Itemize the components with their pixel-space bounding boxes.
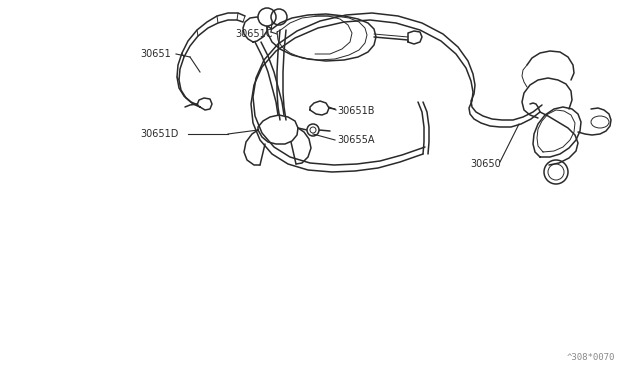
Text: 30651D: 30651D: [140, 129, 179, 139]
Text: ^308*0070: ^308*0070: [566, 353, 615, 362]
Text: 30655A: 30655A: [337, 135, 374, 145]
Polygon shape: [533, 107, 581, 157]
Polygon shape: [267, 14, 376, 61]
Text: 30651: 30651: [140, 49, 171, 59]
Circle shape: [307, 124, 319, 136]
Polygon shape: [197, 98, 212, 110]
Polygon shape: [258, 115, 298, 144]
Circle shape: [258, 8, 276, 26]
Text: 30650: 30650: [470, 159, 500, 169]
Text: 30651B: 30651B: [337, 106, 374, 116]
Polygon shape: [243, 17, 267, 42]
Text: 30651C: 30651C: [235, 29, 273, 39]
